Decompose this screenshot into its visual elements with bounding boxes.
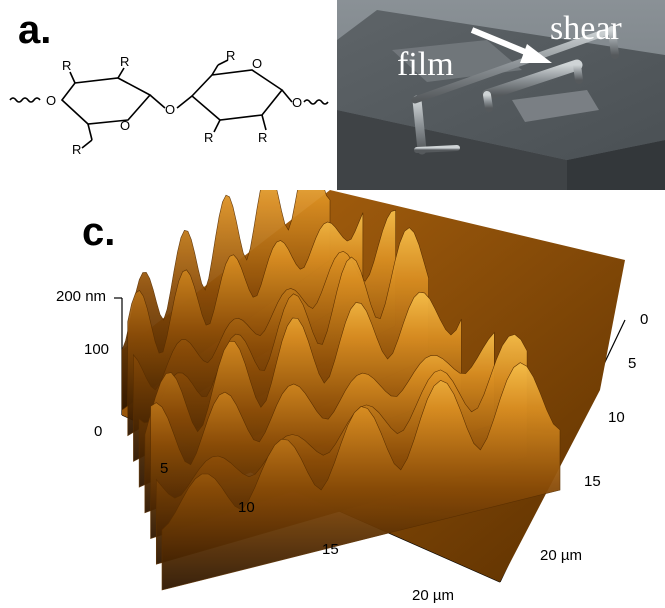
surface-ridge	[161, 362, 561, 591]
substituent-r: R	[120, 54, 129, 69]
z-tick: 200 nm	[56, 288, 107, 305]
atom-o: O	[120, 118, 130, 133]
shear-label: shear	[550, 10, 622, 47]
atom-o: O	[292, 95, 302, 110]
atom-o: O	[46, 93, 56, 108]
x-tick: 5	[160, 460, 169, 477]
substituent-r: R	[62, 58, 71, 73]
y-tick: 20 µm	[540, 547, 582, 564]
substituent-r: R	[72, 142, 81, 157]
x-tick: 15	[322, 541, 339, 558]
cellulose-structure: O R R O R O R O R R O	[9, 48, 329, 157]
panel-label-c: c.	[82, 210, 116, 254]
z-tick: 0	[94, 423, 103, 440]
substituent-r: R	[226, 48, 235, 63]
x-tick: 10	[238, 499, 255, 516]
y-tick: 0	[640, 311, 649, 328]
z-tick: 100	[84, 341, 110, 358]
film-label: film	[397, 46, 454, 83]
substituent-r: R	[204, 130, 213, 145]
x-tick: 20 µm	[412, 587, 454, 604]
substituent-r: R	[258, 130, 267, 145]
atom-o: O	[165, 102, 175, 117]
atom-o: O	[252, 56, 262, 71]
panel-label-a: a.	[18, 8, 52, 52]
y-tick: 15	[584, 473, 601, 490]
y-tick: 10	[608, 409, 625, 426]
afm-surface-plot	[114, 190, 626, 591]
y-tick: 5	[628, 355, 637, 372]
shear-arrow-icon	[520, 44, 552, 63]
shear-device-render: b. film shear	[337, 0, 665, 190]
